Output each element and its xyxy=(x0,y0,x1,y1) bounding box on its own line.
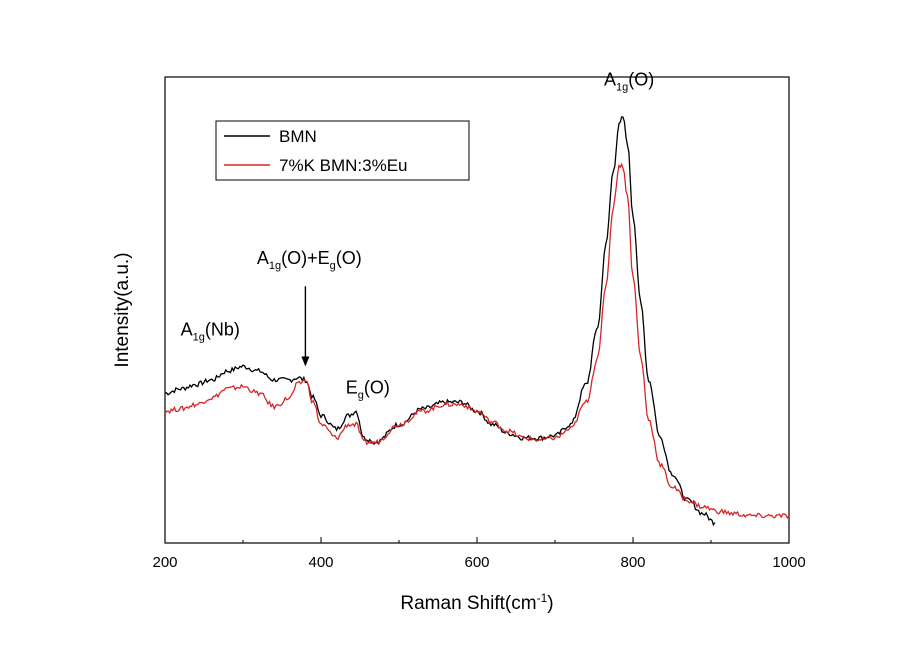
annotation-a1g-o: A1g(O) xyxy=(604,70,654,94)
legend: BMN 7%K BMN:3%Eu xyxy=(215,120,470,181)
x-tick-label-800: 800 xyxy=(620,554,645,571)
arrow-head-icon xyxy=(301,356,310,367)
annotation-eg: Eg(O) xyxy=(346,377,390,401)
legend-label-bmn: BMN xyxy=(279,127,317,146)
series-line-0 xyxy=(164,116,716,527)
legend-label-eu: 7%K BMN:3%Eu xyxy=(279,156,408,175)
series-line-1 xyxy=(164,162,790,519)
annotation-a1g-nb: A1g(Nb) xyxy=(181,319,240,343)
x-tick-label-1000: 1000 xyxy=(772,554,805,571)
peak-annotations: A1g(Nb) A1g(O)+Eg(O) Eg(O) A1g(O) xyxy=(181,70,655,402)
x-axis-title: Raman Shift(cm-1) xyxy=(400,591,553,614)
annotation-a1g-eg: A1g(O)+Eg(O) xyxy=(257,248,362,272)
y-axis-title: Intensity(a.u.) xyxy=(112,252,133,367)
x-axis: 200 400 600 800 1000 xyxy=(152,537,806,571)
x-tick-label-600: 600 xyxy=(464,554,489,571)
x-tick-label-200: 200 xyxy=(152,554,177,571)
series-lines xyxy=(164,116,790,527)
legend-box xyxy=(215,120,470,181)
x-tick-label-400: 400 xyxy=(308,554,333,571)
